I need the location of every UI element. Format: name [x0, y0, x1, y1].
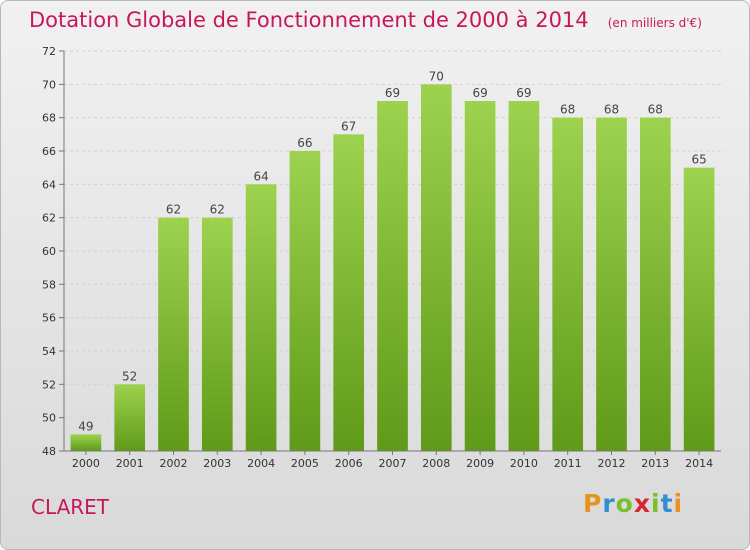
y-tick-label: 62 [42, 212, 56, 225]
y-tick-label: 66 [42, 145, 56, 158]
x-tick-label-2000: 2000 [72, 457, 100, 470]
x-tick-label-2004: 2004 [247, 457, 275, 470]
value-label-2004: 64 [253, 169, 268, 183]
value-label-2009: 69 [472, 86, 487, 100]
bar-2001 [114, 384, 146, 451]
y-tick-label: 68 [42, 112, 56, 125]
logo-letter: x [633, 489, 651, 518]
bar-2011 [552, 117, 584, 452]
value-label-2012: 68 [604, 103, 619, 117]
logo-letter: o [615, 489, 634, 518]
y-tick-label: 64 [42, 178, 56, 191]
commune-name: CLARET [31, 495, 109, 519]
x-tick-label-2002: 2002 [160, 457, 188, 470]
x-tick-label-2014: 2014 [685, 457, 713, 470]
bar-2005 [289, 151, 321, 451]
value-label-2014: 65 [691, 153, 706, 167]
y-tick-label: 70 [42, 78, 56, 91]
x-tick-label-2005: 2005 [291, 457, 319, 470]
bar-2003 [201, 217, 233, 451]
y-tick-label: 48 [42, 445, 56, 458]
x-tick-label-2010: 2010 [510, 457, 538, 470]
value-label-2001: 52 [122, 369, 137, 383]
x-tick-label-2008: 2008 [422, 457, 450, 470]
bar-2007 [377, 101, 408, 451]
y-tick-label: 56 [42, 312, 56, 325]
x-tick-label-2006: 2006 [335, 457, 363, 470]
chart-title: Dotation Globale de Fonctionnement de 20… [29, 8, 589, 32]
value-label-2003: 62 [210, 203, 225, 217]
bar-2006 [333, 134, 365, 452]
bar-2009 [464, 101, 496, 451]
x-tick-label-2013: 2013 [641, 457, 669, 470]
axis-layer: 48 50 52 54 56 58 60 62 64 66 68 70 72 2000 2001 2002 20… [42, 45, 721, 470]
y-tick-label: 60 [42, 245, 56, 258]
label-layer: 49 52 62 62 64 66 67 69 70 69 69 68 68 68 65 [78, 69, 706, 433]
value-label-2013: 68 [648, 103, 663, 117]
value-label-2005: 66 [297, 136, 312, 150]
value-label-2000: 49 [78, 419, 93, 433]
bar-2010 [508, 101, 540, 451]
y-tick-label: 54 [42, 345, 56, 358]
x-tick-label-2012: 2012 [598, 457, 626, 470]
bar-layer [70, 84, 715, 452]
value-label-2008: 70 [429, 69, 444, 83]
bar-2004 [245, 184, 277, 452]
bar-2014 [683, 167, 715, 451]
x-tick-label-2001: 2001 [116, 457, 144, 470]
value-label-2006: 67 [341, 119, 356, 133]
bar-2000 [70, 434, 102, 451]
proxiti-logo[interactable]: Proxiti [583, 489, 683, 518]
x-tick-label-2003: 2003 [203, 457, 231, 470]
x-tick-label-2007: 2007 [379, 457, 407, 470]
value-label-2007: 69 [385, 86, 400, 100]
y-tick-label: 52 [42, 378, 56, 391]
y-tick-label: 72 [42, 45, 56, 58]
bar-2002 [158, 217, 189, 451]
value-label-2002: 62 [166, 203, 181, 217]
logo-letter: r [602, 489, 616, 518]
title-row: Dotation Globale de Fonctionnement de 20… [29, 8, 702, 32]
value-label-2011: 68 [560, 103, 575, 117]
logo-letter: t [660, 489, 674, 518]
bar-2008 [420, 84, 452, 451]
logo-letter: i [651, 489, 661, 518]
logo-letter: i [673, 489, 684, 518]
logo-letter: P [583, 489, 603, 518]
chart-unit-note: (en milliers d'€) [607, 16, 702, 30]
y-tick-label: 50 [42, 412, 56, 425]
bar-2013 [639, 117, 671, 452]
bar-2012 [596, 117, 627, 452]
x-tick-label-2009: 2009 [466, 457, 494, 470]
x-tick-label-2011: 2011 [554, 457, 582, 470]
y-tick-label: 58 [42, 278, 56, 291]
value-label-2010: 69 [516, 86, 531, 100]
